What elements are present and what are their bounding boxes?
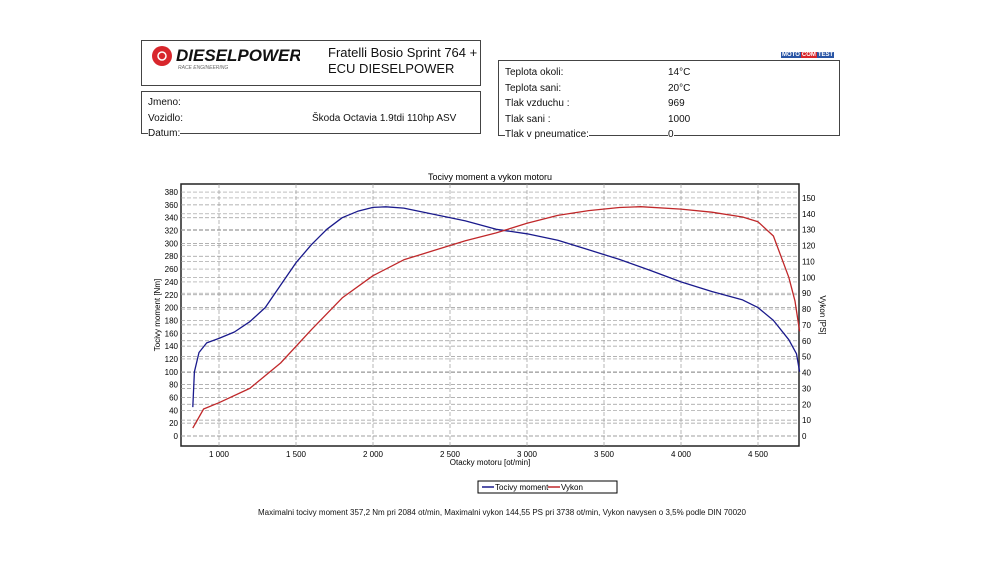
y2-tick-label: 40 — [802, 369, 811, 378]
y2-tick-label: 140 — [802, 210, 816, 219]
y2-axis-label: Vykon [PS] — [818, 295, 827, 334]
turbo-icon — [152, 46, 172, 66]
y-tick-label: 360 — [165, 201, 179, 210]
condition-label: Tlak v pneumatice: — [505, 129, 589, 140]
y-tick-label: 240 — [165, 278, 179, 287]
condition-label: Teplota okoli: — [505, 67, 564, 78]
x-tick-label: 4 500 — [748, 450, 769, 459]
x-axis-label: Otacky motoru [ot/min] — [450, 458, 530, 467]
y2-tick-label: 80 — [802, 305, 811, 314]
svg-text:DIESELPOWER: DIESELPOWER — [176, 46, 300, 65]
y2-tick-label: 70 — [802, 321, 811, 330]
condition-value: 14°C — [668, 67, 691, 78]
x-tick-label: 1 000 — [209, 450, 230, 459]
condition-value: 0 — [668, 129, 674, 140]
title-line1: Fratelli Bosio Sprint 764 + — [328, 45, 478, 60]
x-tick-label: 1 500 — [286, 450, 307, 459]
series-line-power — [192, 206, 801, 429]
header-box — [141, 40, 481, 86]
y-tick-label: 180 — [165, 316, 179, 325]
datum-label: Datum: — [148, 128, 181, 139]
vozidlo-label: Vozidlo: — [148, 113, 184, 124]
x-tick-label: 3 000 — [517, 450, 538, 459]
condition-value: 20°C — [668, 82, 691, 94]
y-tick-label: 120 — [165, 355, 179, 364]
y-tick-label: 280 — [165, 252, 179, 261]
x-tick-label: 2 000 — [363, 450, 384, 459]
y2-tick-label: 30 — [802, 384, 811, 393]
y-tick-label: 80 — [169, 381, 178, 390]
legend-box — [477, 480, 618, 494]
legend-label-torque: Tocivy moment — [495, 483, 549, 492]
y2-tick-label: 120 — [802, 242, 816, 251]
title-line2: ECU DIESELPOWER — [328, 61, 455, 76]
condition-label: Teplota sani: — [505, 82, 562, 94]
y2-tick-label: 100 — [802, 273, 816, 282]
y2-tick-label: 150 — [802, 194, 816, 203]
y-tick-label: 320 — [165, 227, 179, 236]
chart-title: Tocivy moment a vykon motoru — [428, 172, 552, 182]
y2-tick-label: 60 — [802, 337, 811, 346]
y2-tick-label: 130 — [802, 226, 816, 235]
footer-summary: Maximalni tocivy moment 357,2 Nm pri 208… — [258, 508, 746, 517]
x-tick-label: 3 500 — [594, 450, 615, 459]
y-tick-label: 0 — [174, 432, 179, 441]
dieselpower-logo: DIESELPOWER RACE ENGINEERING — [150, 45, 302, 76]
y2-tick-label: 50 — [802, 353, 811, 362]
y2-tick-label: 90 — [802, 289, 811, 298]
y-tick-label: 140 — [165, 342, 179, 351]
svg-text:RACE ENGINEERING: RACE ENGINEERING — [178, 65, 228, 71]
legend-label-power: Vykon — [561, 483, 583, 492]
y-tick-label: 260 — [165, 265, 179, 274]
vozidlo-value: Škoda Octavia 1.9tdi 110hp ASV — [312, 113, 457, 124]
y-tick-label: 40 — [169, 406, 178, 415]
y-tick-label: 20 — [169, 419, 178, 428]
series-line-torque — [192, 206, 801, 408]
y-tick-label: 380 — [165, 188, 179, 197]
vehicle-info-box — [141, 91, 481, 134]
condition-label: Tlak sani : — [505, 113, 551, 125]
y2-tick-label: 0 — [802, 432, 807, 441]
jmeno-label: Jmeno: — [148, 97, 181, 108]
condition-value: 969 — [668, 98, 685, 109]
y2-tick-label: 20 — [802, 400, 811, 409]
motocomtest-badge: MOTO COM TEST — [781, 52, 835, 58]
y-tick-label: 300 — [165, 239, 179, 248]
plot-area — [180, 183, 800, 447]
y-axis-label: Tocivy moment [Nm] — [153, 279, 162, 351]
condition-label: Tlak vzduchu : — [505, 98, 570, 109]
y-tick-label: 220 — [165, 291, 179, 300]
y-tick-label: 60 — [169, 393, 178, 402]
y2-tick-label: 110 — [802, 257, 815, 266]
x-tick-label: 4 000 — [671, 450, 692, 459]
y2-tick-label: 10 — [802, 416, 811, 425]
y-tick-label: 160 — [165, 329, 179, 338]
condition-value: 1000 — [668, 113, 691, 125]
x-tick-label: 2 500 — [440, 450, 461, 459]
y-tick-label: 100 — [165, 368, 179, 377]
y-tick-label: 340 — [165, 214, 179, 223]
y-tick-label: 200 — [165, 304, 179, 313]
